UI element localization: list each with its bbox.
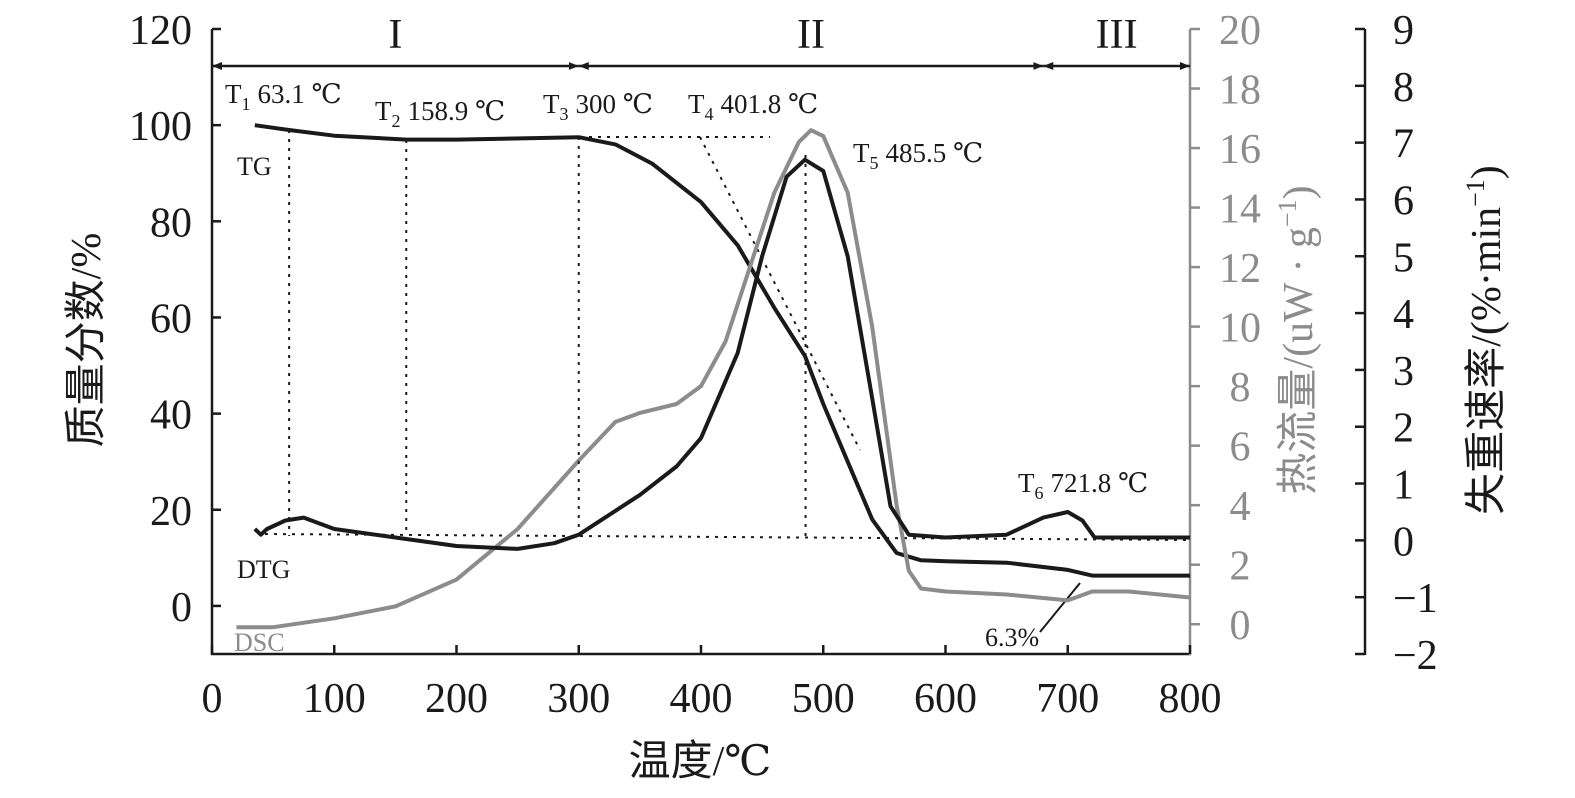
y2-tick-label: 16 <box>1219 127 1261 173</box>
y2-tick-label: 12 <box>1219 246 1261 292</box>
y2-tick-label: 14 <box>1219 187 1261 233</box>
y2-tick-label: 18 <box>1219 68 1261 114</box>
annotation-label: 401.8 ℃ <box>721 89 819 119</box>
annotation-symbol: T <box>543 89 560 119</box>
y2-tick-label: 10 <box>1219 306 1261 352</box>
guide-lines <box>264 136 1191 541</box>
region-label: III <box>1096 12 1138 58</box>
x-tick-label: 200 <box>425 676 488 722</box>
x-tick-label: 400 <box>670 676 733 722</box>
annotation-label: 63.1 ℃ <box>258 79 342 109</box>
series-line <box>253 157 1190 551</box>
y2-tick-label: 6 <box>1230 425 1251 471</box>
x-tick-label: 0 <box>202 676 223 722</box>
y3-axis-title: 失重速率/(%·min−1) <box>1461 165 1510 515</box>
annotation-subscript: 6 <box>1035 483 1044 503</box>
residue-label: 6.3% <box>985 623 1039 652</box>
y3-tick-label: 9 <box>1393 8 1414 54</box>
y3-tick-label: −2 <box>1393 633 1438 679</box>
y3-tick-label: −1 <box>1393 576 1438 622</box>
annotation: T6 721.8 ℃ <box>1018 468 1148 503</box>
annotation: T2 158.9 ℃ <box>375 96 505 131</box>
annotation: T5 485.5 ℃ <box>853 138 983 173</box>
annotation-symbol: T <box>853 138 870 168</box>
x-tick-label: 800 <box>1159 676 1222 722</box>
y3-tick-label: 4 <box>1393 292 1414 338</box>
annotation-symbol: T <box>375 96 392 126</box>
annotation-subscript: 4 <box>705 104 714 124</box>
y2-title-tail: ) <box>1276 185 1322 199</box>
region-label: I <box>388 12 402 58</box>
y2-axis-title: 热流量/(uW · g−1) <box>1273 185 1322 494</box>
annotation-subscript: 1 <box>242 94 251 114</box>
y-axis-title: 质量分数/% <box>64 233 110 448</box>
series-label: DTG <box>237 555 290 584</box>
x-tick-label: 500 <box>792 676 855 722</box>
y3-title-text: 失重速率/(%·min <box>1463 207 1510 515</box>
y-tick-label: 40 <box>150 393 192 439</box>
y2-tick-label: 2 <box>1230 544 1251 590</box>
y3-tick-label: 8 <box>1393 65 1414 111</box>
annotation: T3 300 ℃ <box>543 89 653 124</box>
y2-tick-label: 4 <box>1230 484 1251 530</box>
y2-tick-label: 8 <box>1230 365 1251 411</box>
annotation-subscript: 3 <box>560 104 569 124</box>
series-line <box>236 128 1191 630</box>
x-axis-title: 温度/℃ <box>629 739 772 785</box>
y-tick-label: 100 <box>129 104 192 150</box>
y3-tick-label: 6 <box>1393 178 1414 224</box>
y3-tick-label: 5 <box>1393 235 1414 281</box>
dtg-baseline <box>264 533 1191 541</box>
annotation-label: 300 ℃ <box>576 89 653 119</box>
y3-tick-label: 1 <box>1393 463 1414 509</box>
y3-tick-label: 3 <box>1393 349 1414 395</box>
axes-frame <box>210 29 1367 656</box>
y-tick-label: 20 <box>150 489 192 535</box>
annotation-label: 485.5 ℃ <box>886 138 984 168</box>
annotation-label: 158.9 ℃ <box>408 96 506 126</box>
residue-leader <box>1039 582 1081 633</box>
annotation-symbol: T <box>688 89 705 119</box>
x-tick-label: 600 <box>914 676 977 722</box>
annotation-symbol: T <box>1018 468 1035 498</box>
y3-title-tail: ) <box>1464 165 1510 179</box>
y3-title-sup: −1 <box>1461 179 1490 207</box>
y2-title-text: 热流量/(uW · g <box>1276 227 1322 495</box>
series-label: TG <box>237 152 272 181</box>
annotation-subscript: 2 <box>392 111 401 131</box>
x-tick-label: 100 <box>303 676 366 722</box>
series-line <box>254 123 1190 578</box>
series-label: DSC <box>234 628 285 657</box>
x-tick-label: 700 <box>1036 676 1099 722</box>
x-tick-label: 300 <box>547 676 610 722</box>
region-label: II <box>797 12 825 58</box>
y-tick-label: 60 <box>150 296 192 342</box>
annotation: T1 63.1 ℃ <box>225 79 342 114</box>
y2-tick-label: 20 <box>1219 8 1261 54</box>
annotation-subscript: 5 <box>870 153 879 173</box>
y2-tick-label: 0 <box>1230 603 1251 649</box>
y3-tick-label: 0 <box>1393 519 1414 565</box>
y3-tick-label: 7 <box>1393 122 1414 168</box>
y-tick-label: 120 <box>129 8 192 54</box>
annotation-symbol: T <box>225 79 242 109</box>
y-tick-label: 80 <box>150 200 192 246</box>
annotation-label: 721.8 ℃ <box>1051 468 1149 498</box>
y3-tick-label: 2 <box>1393 406 1414 452</box>
annotation: T4 401.8 ℃ <box>688 89 818 124</box>
y-tick-label: 0 <box>171 585 192 631</box>
y2-title-sup: −1 <box>1273 199 1302 227</box>
